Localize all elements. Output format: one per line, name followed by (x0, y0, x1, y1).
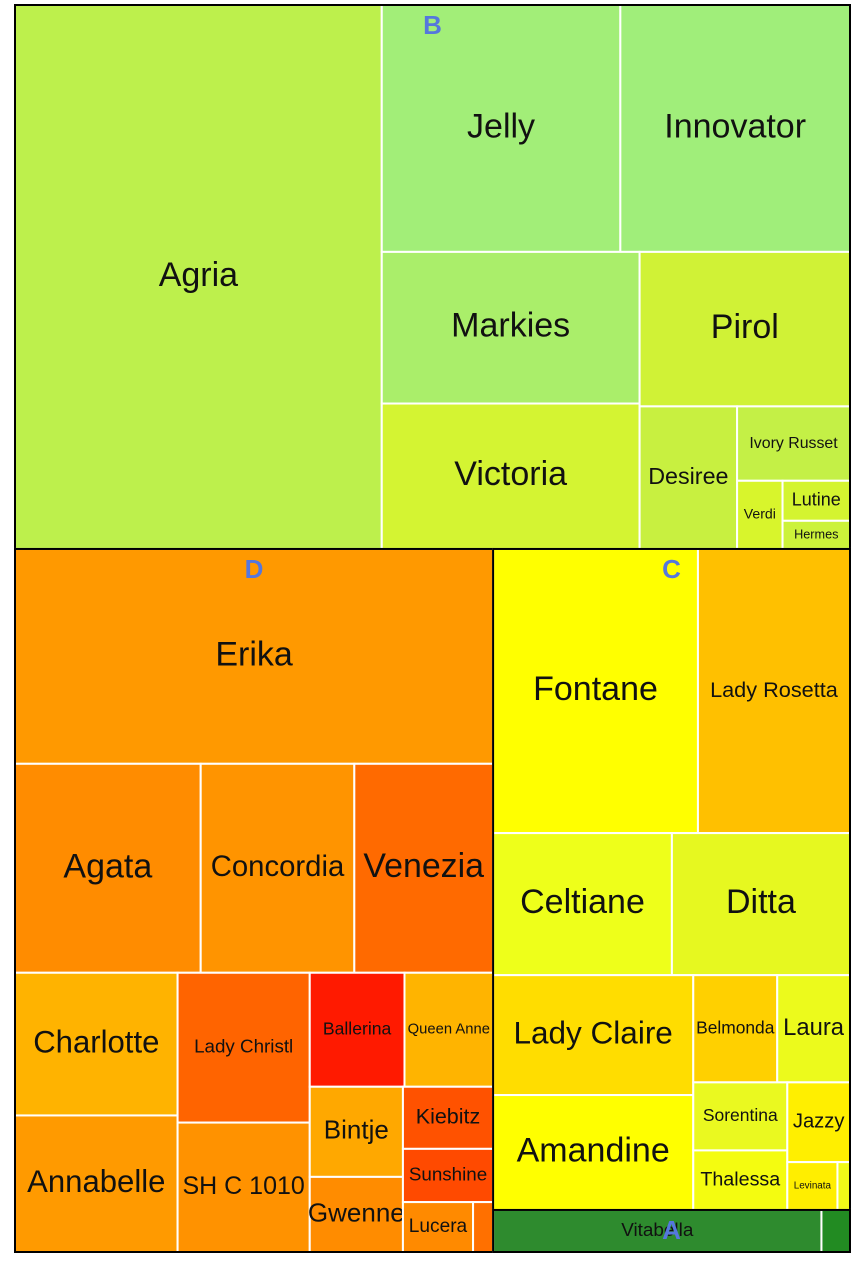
tile (199, 762, 356, 974)
group-label: B (423, 10, 442, 40)
tile-label: SH C 1010 (183, 1172, 305, 1200)
tile-label: Verdi (744, 506, 776, 522)
tile (836, 1161, 852, 1211)
tile-label: Agria (159, 256, 238, 294)
tile-label: Amandine (517, 1132, 670, 1170)
tile-label: Pirol (711, 308, 779, 346)
tile (492, 1094, 695, 1211)
tile-label: Jelly (467, 107, 535, 145)
tile-label: Markies (451, 307, 570, 345)
tile (638, 250, 851, 408)
tile (308, 1085, 404, 1178)
tile-label: Lady Rosetta (710, 677, 839, 702)
tile (14, 4, 383, 550)
tile (786, 1081, 852, 1164)
tile-label: Concordia (211, 850, 345, 883)
tile (14, 547, 495, 765)
group: Fontane Lady Rosetta Celtiane Ditta Lady Cla… (492, 547, 852, 1211)
tile-label: Jazzy (793, 1111, 846, 1133)
tile (492, 974, 695, 1097)
tile (380, 4, 622, 253)
tile-label: Charlotte (33, 1024, 159, 1059)
tile (14, 762, 202, 974)
tile (403, 971, 495, 1088)
tile-label: Ditta (726, 883, 796, 921)
tile (176, 971, 311, 1124)
tile-label: Bintje (324, 1115, 389, 1145)
tile-label: Innovator (664, 107, 806, 145)
tile-label: Ballerina (323, 1018, 392, 1038)
tile-label: Hermes (794, 527, 838, 541)
tile-label: Kiebitz (416, 1104, 481, 1128)
tile-label: Lutine (792, 490, 841, 510)
tile-label: Thalessa (700, 1168, 780, 1190)
tile (14, 971, 179, 1117)
tile (380, 250, 641, 405)
tile-label: Sunshine (409, 1163, 487, 1184)
tile-label: Venezia (363, 847, 484, 885)
group-label: D (245, 554, 264, 584)
tile-label: Lucera (409, 1216, 468, 1237)
tile (492, 832, 673, 977)
tile (781, 479, 851, 522)
tile-label: Queen Anne (408, 1022, 490, 1038)
tile (692, 1081, 789, 1152)
tile (14, 1114, 179, 1254)
tile-label: Victoria (454, 455, 567, 493)
group: Erika Agata Concordia Venezia Charlotte Annab… (14, 547, 495, 1254)
tile (401, 1201, 475, 1253)
tile-label: Laura (783, 1014, 845, 1041)
tile-label: Fontane (533, 670, 658, 708)
tile (820, 1208, 851, 1254)
tile-label: Desiree (648, 463, 728, 489)
tile-label: Lady Christl (194, 1036, 293, 1057)
tile-label: Vitabella (621, 1220, 694, 1241)
tile (308, 1175, 404, 1254)
tile-label: Erika (215, 635, 293, 673)
tile-label: Agata (63, 847, 152, 885)
tile (736, 405, 852, 482)
tile-label: Levinata (794, 1181, 832, 1192)
tile (692, 974, 779, 1084)
group-label: C (662, 554, 681, 584)
tile (776, 974, 851, 1084)
tile-label: Gwenne (308, 1197, 405, 1227)
tile-label: Annabelle (27, 1164, 165, 1199)
tile-label: Ivory Russet (749, 435, 838, 452)
group: Agria Jelly Innovator Markies Victoria Pirol D… (14, 4, 852, 550)
tile (380, 402, 641, 550)
tile (308, 971, 406, 1088)
group-border (492, 1208, 851, 1254)
tile-label: Lady Claire (514, 1014, 673, 1050)
tile (353, 762, 495, 974)
tile-label: Sorentina (703, 1105, 778, 1125)
group-label: A (662, 1215, 681, 1245)
tile (472, 1201, 495, 1253)
tile (786, 1161, 839, 1211)
tile-label: Belmonda (696, 1017, 775, 1037)
tile-label: Celtiane (520, 883, 645, 921)
group: Vitabella (492, 1208, 851, 1254)
